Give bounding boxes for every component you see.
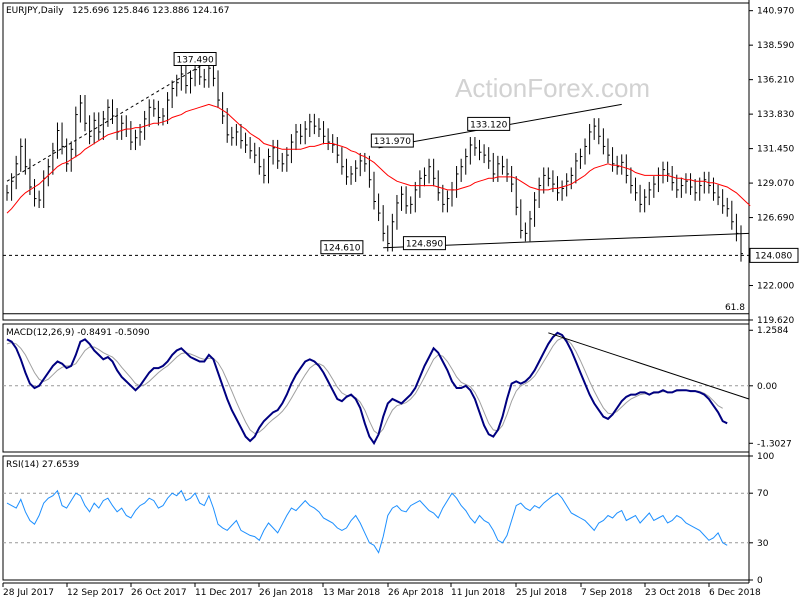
x-tick-label: 26 Jan 2018 xyxy=(259,588,313,598)
macd-header: MACD(12,26,9) -0.8491 -0.5090 xyxy=(6,328,150,338)
current-price-box xyxy=(749,247,799,263)
rsi-header: RSI(14) 27.6539 xyxy=(6,460,79,470)
macd-y-tick-label: 1.2584 xyxy=(757,326,789,336)
x-tick-label: 26 Oct 2017 xyxy=(131,588,187,598)
price-annotation-box xyxy=(402,236,446,251)
rsi-line xyxy=(6,489,728,554)
price-y-tick-label: 122.000 xyxy=(757,282,794,292)
price-y-tick-label: 126.690 xyxy=(757,214,794,224)
price-header-bg xyxy=(4,4,264,17)
price-annotation-box xyxy=(370,133,414,148)
price-annotation-label: 124.890 xyxy=(406,240,443,250)
rsi-y-tick-label: 30 xyxy=(757,539,769,549)
price-annotation-label: 133.120 xyxy=(470,120,507,130)
rsi-y-tick-label: 70 xyxy=(757,489,769,499)
price-y-tick-label: 136.210 xyxy=(757,76,794,86)
price-header-ohlc: 125.696 125.846 123.886 124.167 xyxy=(72,6,229,16)
macd-macd-line xyxy=(6,331,728,446)
price-annotation-box xyxy=(173,52,217,67)
price-annotation-box xyxy=(467,116,511,131)
price-y-tick-label: 119.620 xyxy=(757,316,794,326)
x-tick-label: 6 Dec 2018 xyxy=(709,588,761,598)
x-tick-label: 12 Sep 2017 xyxy=(67,588,124,598)
price-y-tick-label: 138.590 xyxy=(757,41,794,51)
price-y-tick-label: 131.450 xyxy=(757,145,794,155)
rsi-y-tick-label: 100 xyxy=(757,452,774,462)
macd-signal-line xyxy=(6,337,723,435)
x-tick-label: 13 Mar 2018 xyxy=(323,588,380,598)
x-tick-label: 26 Apr 2018 xyxy=(388,588,444,598)
price-annotation-label: 124.610 xyxy=(323,244,360,254)
rsi-y-tick-label: 0 xyxy=(757,576,763,586)
x-tick-label: 7 Sep 2018 xyxy=(581,588,633,598)
macd-y-tick-label: 0.00 xyxy=(757,382,777,392)
x-tick-label: 28 Jul 2017 xyxy=(3,588,54,598)
price-y-tick-label: 129.070 xyxy=(757,179,794,189)
x-tick-label: 23 Oct 2018 xyxy=(645,588,701,598)
price-y-tick-label: 140.970 xyxy=(757,7,794,17)
macd-panel-frame xyxy=(2,323,750,453)
price-annotation-label: 137.490 xyxy=(176,56,213,66)
x-tick-label: 25 Jul 2018 xyxy=(516,588,567,598)
macd-trendline xyxy=(548,332,750,400)
price-annotation-label: 131.970 xyxy=(374,137,411,147)
moving-average-line xyxy=(6,103,751,214)
price-annotation-box xyxy=(320,240,364,255)
price-header-symbol: EURJPY,Daily xyxy=(6,6,64,16)
fib-618-label: 61.8 xyxy=(725,303,745,313)
price-panel-frame xyxy=(2,2,750,321)
price-y-tick-label: 133.830 xyxy=(757,110,794,120)
watermark-text: ActionForex.com xyxy=(455,73,650,103)
x-tick-label: 11 Dec 2017 xyxy=(195,588,253,598)
macd-y-tick-label: -1.3027 xyxy=(757,439,792,449)
x-tick-label: 11 Jun 2018 xyxy=(451,588,505,598)
current-price-label: 124.080 xyxy=(755,251,792,261)
